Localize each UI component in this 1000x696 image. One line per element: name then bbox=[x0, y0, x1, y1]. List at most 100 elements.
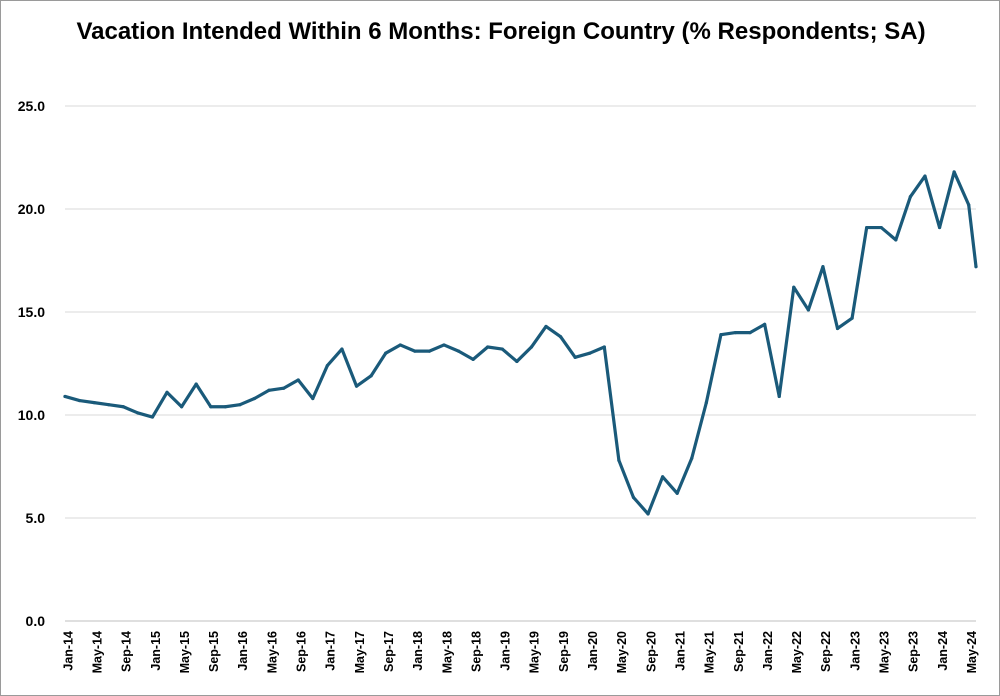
data-point bbox=[675, 491, 679, 495]
data-point bbox=[442, 343, 446, 347]
data-point bbox=[777, 394, 781, 399]
data-point bbox=[238, 403, 242, 407]
data-point bbox=[690, 456, 694, 460]
x-tick-label: May-23 bbox=[878, 631, 892, 673]
data-point bbox=[500, 347, 504, 351]
x-tick-label: Sep-15 bbox=[207, 631, 221, 672]
x-tick-label: May-20 bbox=[615, 631, 629, 673]
x-tick-label: May-18 bbox=[440, 631, 454, 673]
data-point bbox=[748, 331, 752, 335]
data-point bbox=[792, 285, 796, 289]
data-point bbox=[150, 415, 155, 419]
x-tick-labels: Jan-14 May-14 Sep-14 Jan-15 May-15 Sep-15 Jan-… bbox=[61, 631, 979, 673]
data-point bbox=[107, 403, 111, 407]
data-point bbox=[806, 308, 810, 312]
data-point bbox=[427, 349, 431, 353]
data-point bbox=[398, 343, 402, 347]
data-point bbox=[471, 357, 475, 361]
data-point bbox=[733, 331, 738, 335]
x-tick-label: Jan-18 bbox=[411, 631, 425, 671]
data-point bbox=[879, 225, 883, 230]
data-point bbox=[865, 225, 869, 230]
y-tick-label: 5.0 bbox=[26, 510, 46, 526]
data-point bbox=[456, 349, 461, 353]
data-point bbox=[384, 351, 388, 355]
data-point bbox=[354, 384, 359, 388]
data-point bbox=[252, 396, 257, 401]
y-tick-labels: 0.0 5.0 10.0 15.0 20.0 25.0 bbox=[18, 98, 45, 629]
x-tick-label: Sep-19 bbox=[557, 631, 571, 672]
x-tick-label: Sep-21 bbox=[732, 631, 746, 672]
x-tick-label: Jan-22 bbox=[761, 631, 775, 671]
data-point bbox=[763, 322, 767, 326]
data-point bbox=[588, 351, 592, 355]
data-point bbox=[194, 382, 198, 386]
y-tick-label: 20.0 bbox=[18, 201, 45, 217]
data-point bbox=[558, 335, 563, 339]
data-point bbox=[486, 345, 490, 349]
x-tick-label: Sep-23 bbox=[907, 631, 921, 672]
x-tick-label: Jan-17 bbox=[324, 631, 338, 671]
data-point bbox=[296, 378, 300, 382]
data-point bbox=[719, 333, 723, 337]
data-point bbox=[267, 388, 271, 392]
data-point bbox=[209, 405, 213, 409]
data-point bbox=[835, 326, 840, 331]
x-tick-label: Sep-14 bbox=[120, 631, 134, 672]
data-point bbox=[704, 401, 708, 405]
x-tick-label: May-24 bbox=[965, 631, 979, 673]
data-point bbox=[850, 316, 854, 320]
data-point bbox=[952, 170, 956, 174]
series-layer bbox=[63, 170, 978, 516]
data-point bbox=[646, 512, 650, 516]
x-tick-label: May-14 bbox=[90, 631, 104, 673]
data-point bbox=[573, 355, 577, 359]
x-tick-label: Jan-16 bbox=[236, 631, 250, 671]
data-point bbox=[967, 203, 971, 207]
x-tick-label: May-16 bbox=[265, 631, 279, 673]
data-point bbox=[631, 495, 636, 499]
data-point bbox=[92, 401, 96, 405]
data-point bbox=[544, 324, 548, 329]
x-tick-label: Sep-16 bbox=[295, 631, 309, 672]
series-line bbox=[63, 170, 978, 516]
x-tick-label: May-19 bbox=[528, 631, 542, 673]
x-tick-label: May-21 bbox=[703, 631, 717, 673]
y-tick-label: 0.0 bbox=[26, 613, 46, 629]
data-point bbox=[923, 174, 927, 178]
y-tick-label: 25.0 bbox=[18, 98, 45, 114]
data-point bbox=[121, 405, 125, 409]
x-tick-label: Sep-17 bbox=[382, 631, 396, 672]
data-point bbox=[602, 345, 606, 349]
data-point bbox=[282, 386, 286, 390]
x-tick-label: Jan-24 bbox=[936, 631, 950, 671]
y-tick-label: 10.0 bbox=[18, 407, 45, 423]
data-point bbox=[821, 265, 825, 269]
x-tick-label: Jan-21 bbox=[673, 631, 687, 671]
data-point bbox=[63, 394, 67, 399]
x-tick-label: Jan-23 bbox=[848, 631, 862, 671]
data-point bbox=[908, 195, 913, 199]
data-point bbox=[617, 458, 621, 462]
x-tick-label: May-15 bbox=[178, 631, 192, 673]
gridlines bbox=[65, 105, 976, 519]
x-tick-label: Jan-20 bbox=[586, 631, 600, 671]
data-point bbox=[515, 359, 519, 364]
x-tick-label: May-22 bbox=[790, 631, 804, 673]
x-tick-label: Sep-18 bbox=[469, 631, 483, 672]
data-point bbox=[311, 396, 315, 401]
x-tick-label: Jan-14 bbox=[61, 631, 75, 671]
data-point bbox=[136, 411, 140, 415]
x-tick-label: Sep-22 bbox=[819, 631, 833, 672]
data-point bbox=[77, 398, 82, 403]
data-point bbox=[529, 345, 534, 349]
data-point bbox=[165, 390, 169, 394]
data-point bbox=[369, 374, 373, 378]
x-tick-label: Sep-20 bbox=[644, 631, 658, 672]
chart-title: Vacation Intended Within 6 Months: Forei… bbox=[76, 18, 926, 45]
data-point bbox=[413, 349, 417, 353]
data-point bbox=[325, 363, 329, 368]
data-point bbox=[894, 238, 898, 242]
